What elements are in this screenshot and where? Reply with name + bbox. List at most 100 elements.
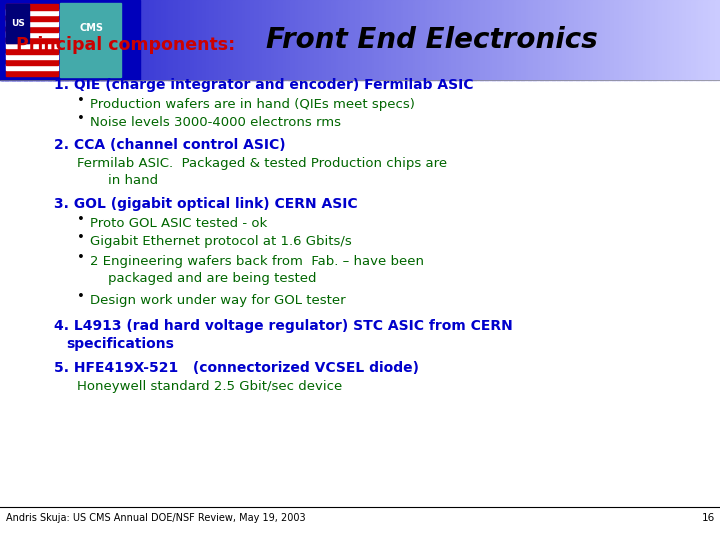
Bar [538, 0, 541, 80]
Bar [351, 0, 354, 80]
Bar [322, 0, 325, 80]
Text: 5. HFE419X-521   (connectorized VCSEL diode): 5. HFE419X-521 (connectorized VCSEL diod… [54, 361, 419, 375]
Bar [252, 0, 255, 80]
Bar [89, 0, 92, 80]
Bar [346, 0, 348, 80]
Bar [643, 0, 647, 80]
Bar [146, 0, 150, 80]
Text: Fermilab ASIC.  Packaged & tested Production chips are: Fermilab ASIC. Packaged & tested Product… [77, 157, 447, 170]
Bar [238, 0, 240, 80]
Bar [127, 0, 130, 80]
Bar [240, 0, 243, 80]
Bar [708, 0, 711, 80]
Bar [398, 0, 402, 80]
Bar [439, 0, 442, 80]
Bar [79, 0, 82, 80]
Bar [353, 0, 356, 80]
Bar [653, 0, 656, 80]
Bar [180, 0, 183, 80]
Bar [101, 0, 104, 80]
Bar [310, 0, 312, 80]
Bar [545, 0, 548, 80]
Bar [511, 0, 514, 80]
Text: Gigabit Ethernet protocol at 1.6 Gbits/s: Gigabit Ethernet protocol at 1.6 Gbits/s [90, 235, 352, 248]
Text: Noise levels 3000-4000 electrons rms: Noise levels 3000-4000 electrons rms [90, 116, 341, 129]
Bar [27, 0, 30, 80]
Bar [283, 0, 287, 80]
Bar [297, 0, 301, 80]
Bar [243, 0, 246, 80]
Text: Principal components:: Principal components: [16, 36, 235, 54]
Bar [221, 0, 224, 80]
Bar [120, 0, 123, 80]
Bar [667, 0, 670, 80]
Text: specifications: specifications [66, 337, 174, 351]
Bar [610, 0, 613, 80]
Bar [302, 0, 305, 80]
Bar [569, 0, 572, 80]
Bar [6, 37, 58, 43]
Bar [624, 0, 627, 80]
Bar [711, 0, 714, 80]
Text: CMS: CMS [79, 23, 104, 33]
Bar [423, 0, 426, 80]
Bar [216, 0, 219, 80]
Bar [657, 0, 661, 80]
Bar [202, 0, 204, 80]
Bar [110, 0, 114, 80]
Bar [598, 0, 600, 80]
Bar [6, 26, 58, 32]
Bar [621, 0, 625, 80]
Bar [650, 0, 654, 80]
Bar [528, 0, 531, 80]
Bar [6, 70, 58, 76]
Bar [324, 0, 327, 80]
Bar [305, 0, 308, 80]
Bar [382, 0, 384, 80]
Bar [684, 0, 687, 80]
Bar [639, 0, 642, 80]
Bar [677, 0, 680, 80]
Bar [2, 0, 6, 80]
Bar [192, 0, 195, 80]
Bar [499, 0, 503, 80]
Bar [29, 0, 32, 80]
Bar [509, 0, 512, 80]
Bar [631, 0, 634, 80]
Text: •: • [77, 231, 85, 244]
Bar [6, 31, 58, 37]
Bar [225, 0, 229, 80]
Bar [377, 0, 380, 80]
Text: Design work under way for GOL tester: Design work under way for GOL tester [90, 294, 346, 307]
Bar [254, 0, 258, 80]
Bar [182, 0, 186, 80]
Bar [269, 0, 272, 80]
Bar [288, 0, 291, 80]
Bar [617, 0, 620, 80]
Bar [648, 0, 651, 80]
Bar [48, 0, 51, 80]
Bar [230, 0, 233, 80]
Bar [70, 0, 73, 80]
Bar [689, 0, 692, 80]
Bar [425, 0, 428, 80]
Bar [540, 0, 543, 80]
Bar [461, 0, 464, 80]
Bar [6, 64, 58, 70]
Bar [14, 0, 17, 80]
Bar [614, 0, 618, 80]
Bar [713, 0, 716, 80]
Bar [485, 0, 488, 80]
Bar [43, 0, 46, 80]
Bar [286, 0, 289, 80]
Bar [646, 0, 649, 80]
Bar [605, 0, 608, 80]
Bar [60, 0, 63, 80]
Bar [209, 0, 212, 80]
Bar [535, 0, 539, 80]
Bar [526, 0, 528, 80]
Bar [45, 0, 49, 80]
Bar [367, 0, 370, 80]
Bar [53, 0, 56, 80]
Bar [41, 0, 44, 80]
